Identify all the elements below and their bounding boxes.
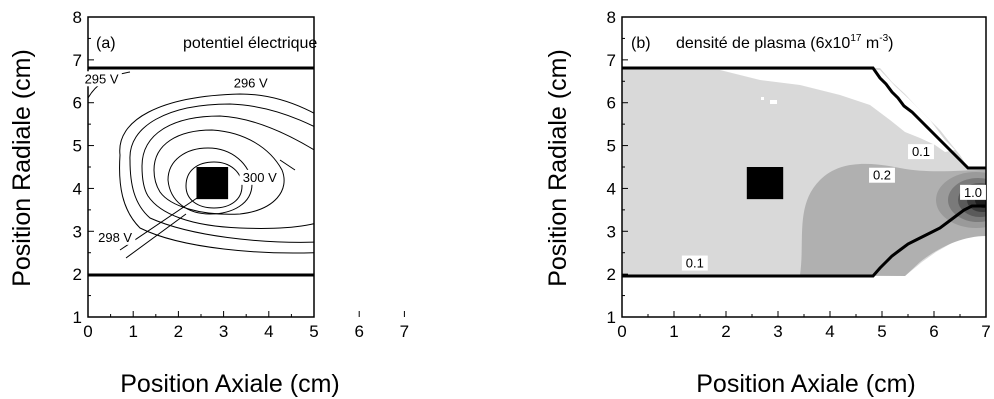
panel-a-xtick-label: 7	[400, 322, 409, 341]
panel-b-ytick-label: 7	[607, 51, 616, 70]
panel-b-ytick-label: 6	[607, 94, 616, 113]
panel-b-title-end: )	[888, 35, 893, 52]
panel-a-leader-298-b	[125, 213, 187, 259]
panel-a-xtick-label: 0	[83, 322, 92, 341]
panel-a-ytick-label: 3	[73, 222, 82, 241]
panel-a-contour-label: 300 V	[243, 170, 277, 185]
panel-b-ytick-label: 8	[607, 8, 616, 27]
panel-a-contour-exit-1	[377, 150, 392, 240]
panel-b-ytick-label: 5	[607, 137, 616, 156]
panel-b-xlabel: Position Axiale (cm)	[696, 370, 916, 398]
panel-a-contour-296-outer	[119, 93, 314, 254]
panel-b-label: (b)	[631, 35, 651, 52]
panel-a-xtick-label: 2	[174, 322, 183, 341]
panel-a-electrode	[196, 167, 229, 200]
panel-b-ylabel: Position Radiale (cm)	[544, 49, 572, 287]
panel-a-xtick-label: 6	[354, 322, 363, 341]
panel-b-white-pocket	[720, 70, 955, 152]
panel-a-xtick-label: 1	[128, 322, 137, 341]
panel-a-contour-2	[129, 103, 314, 243]
panel-a-contour-300	[153, 129, 285, 215]
panel-a-contours	[88, 71, 414, 259]
panel-b-title: densité de plasma (6x1017 m-3)	[676, 33, 893, 52]
panel-a-ytick-label: 8	[73, 8, 82, 27]
panel-b-xtick-label: 5	[877, 322, 886, 341]
panel-a-ytick-label: 1	[73, 308, 82, 327]
panel-b-ytick-label: 1	[607, 308, 616, 327]
panel-a-contour-label-bg	[81, 71, 122, 87]
panel-b-ytick-label: 2	[607, 265, 616, 284]
panel-a-contour-exit-2	[384, 155, 398, 235]
panel-b-xtick-label: 3	[773, 322, 782, 341]
panel-b-chamber-wall	[622, 66, 986, 278]
panel-a-ylabel: Position Radiale (cm)	[8, 49, 36, 287]
panel-a-contour-label: 295 V	[85, 71, 119, 86]
panel-b-ytick-label: 4	[607, 179, 616, 198]
panel-b-speck-2	[761, 97, 764, 100]
panel-b-xtick-label: 0	[617, 322, 626, 341]
panel-b-xtick-label: 6	[929, 322, 938, 341]
panel-a-contour-label: 296 V	[234, 76, 268, 91]
panel-b-contour-label-bg	[960, 184, 986, 200]
panel-a-xlabel: Position Axiale (cm)	[120, 370, 340, 398]
panel-a-contour-labels: 295 V 296 V 300 V 298 V	[81, 71, 281, 245]
panel-a-contour-exit-4	[403, 167, 414, 222]
panel-a-contour-3	[141, 115, 314, 229]
panel-b-title-sup1: 17	[850, 33, 862, 44]
panel-a-contour-inner	[185, 161, 243, 209]
panel-b-title-sup2: -3	[879, 33, 888, 44]
panel-b-contour-label: 0.1	[912, 144, 930, 159]
panel-a-ytick-label: 6	[73, 94, 82, 113]
panel-a-contour-label-bg	[94, 229, 136, 245]
panel-a-contour-label: 298 V	[98, 230, 132, 245]
panel-a-leader-300	[279, 159, 296, 171]
panel-a-ytick-label: 5	[73, 137, 82, 156]
panel-b-contour-label-bg	[681, 255, 708, 271]
panel-b-contour-label-bg	[869, 167, 895, 183]
panel-b-xtick-label: 1	[669, 322, 678, 341]
panel-a-contour-label-bg	[239, 169, 281, 185]
panel-a-contour-label-bg	[230, 75, 271, 91]
panel-a-xtick-label: 5	[309, 322, 318, 341]
panel-b-xtick-label: 7	[981, 322, 990, 341]
panel-a-ytick-label: 7	[73, 51, 82, 70]
panel-a-label: (a)	[96, 35, 116, 52]
panel-b-contour-labels: 0.1 0.2 1.0 0.1	[681, 144, 986, 271]
panel-a-contour-exit-3	[394, 162, 406, 228]
panel-b-contour-label: 0.1	[686, 256, 704, 271]
panel-b-contour-label: 1.0	[964, 185, 982, 200]
panel-b-title-main: densité de plasma (6x10	[676, 35, 850, 52]
panel-a-xtick-label: 3	[219, 322, 228, 341]
panel-b-contour-label-bg	[908, 144, 934, 160]
panel-b-title-mid: m	[861, 35, 879, 52]
panel-b-ytick-label: 3	[607, 222, 616, 241]
panel-a-title: potentiel électrique	[183, 35, 317, 52]
panel-b-xtick-label: 2	[721, 322, 730, 341]
panel-b-speck-1	[770, 100, 777, 104]
panel-b-xtick-label: 4	[825, 322, 834, 341]
panel-a-xtick-label: 4	[264, 322, 273, 341]
panel-b-electrode	[746, 167, 784, 200]
panel-b-contour-label: 0.2	[873, 168, 891, 183]
panel-a-ytick-label: 2	[73, 265, 82, 284]
panel-a-ytick-label: 4	[73, 179, 82, 198]
